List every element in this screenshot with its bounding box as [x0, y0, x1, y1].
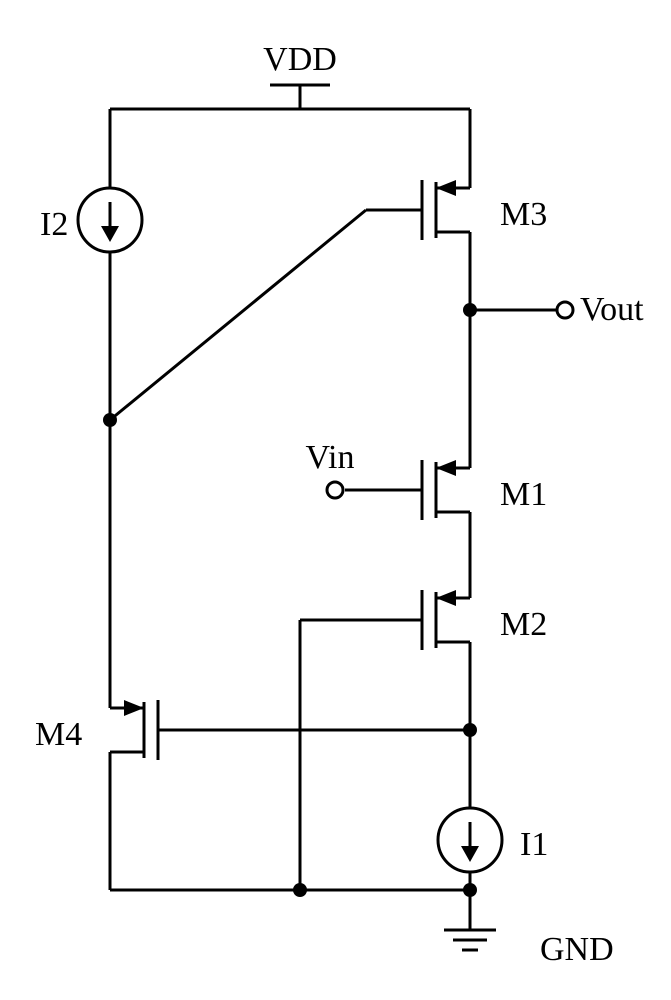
label-m1: M1: [500, 476, 547, 513]
wire-na-to-m3g: [110, 210, 366, 420]
label-i2: I2: [40, 206, 68, 243]
node-bottom-300: [293, 883, 307, 897]
vdd-symbol: [270, 85, 330, 109]
label-vdd: VDD: [263, 41, 337, 78]
gnd-symbol: [444, 910, 496, 950]
node-vout: [463, 303, 477, 317]
label-m2: M2: [500, 606, 547, 643]
transistor-m1: [366, 440, 470, 540]
current-source-i1: [438, 808, 502, 872]
label-vout: Vout: [580, 291, 644, 328]
current-source-i2: [78, 188, 142, 252]
terminal-vout: [557, 302, 573, 318]
transistor-m3: [366, 160, 470, 260]
label-gnd: GND: [540, 931, 614, 968]
terminal-vin: [327, 482, 343, 498]
label-m3: M3: [500, 196, 547, 233]
node-right-730: [463, 723, 477, 737]
transistor-m2: [366, 570, 470, 670]
transistor-m4: [110, 680, 214, 780]
label-m4: M4: [35, 716, 82, 753]
circuit-schematic: VDD GND Vout Vin M3 M1 M2 M4 I2 I1: [0, 0, 671, 1000]
node-gnd: [463, 883, 477, 897]
label-i1: I1: [520, 826, 548, 863]
node-a: [103, 413, 117, 427]
label-vin: Vin: [306, 439, 355, 476]
